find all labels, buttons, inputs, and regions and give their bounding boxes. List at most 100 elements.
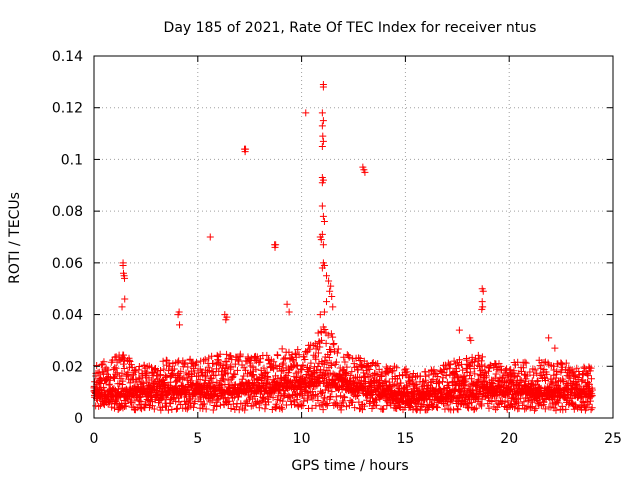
data-point: [521, 358, 529, 366]
data-point: [296, 400, 304, 408]
data-point: [562, 359, 570, 367]
data-point: [533, 377, 541, 385]
data-point: [114, 385, 122, 393]
data-point: [532, 404, 540, 412]
data-point: [323, 402, 331, 410]
data-point: [233, 366, 241, 374]
data-point: [216, 350, 224, 358]
data-point: [183, 405, 191, 413]
data-point: [503, 405, 511, 413]
data-point: [520, 398, 528, 406]
data-point: [412, 405, 420, 413]
data-point: [193, 358, 201, 366]
data-point: [318, 230, 326, 238]
data-point: [511, 404, 519, 412]
data-point: [455, 326, 463, 334]
x-tick-label: 20: [500, 431, 518, 447]
data-point: [456, 389, 464, 397]
data-point: [322, 339, 330, 347]
data-point: [468, 353, 476, 361]
data-point: [355, 388, 363, 396]
data-point: [252, 365, 260, 373]
data-point: [570, 405, 578, 413]
data-point: [235, 357, 243, 365]
data-point: [389, 367, 397, 375]
data-point: [209, 359, 217, 367]
data-point: [121, 274, 129, 282]
data-point: [489, 379, 497, 387]
data-point: [296, 379, 304, 387]
data-point: [224, 369, 232, 377]
data-point: [327, 282, 335, 290]
data-point: [380, 392, 388, 400]
data-point: [475, 387, 483, 395]
data-point: [552, 406, 560, 414]
data-point: [299, 402, 307, 410]
data-point: [425, 371, 433, 379]
data-point: [389, 381, 397, 389]
data-point: [492, 370, 500, 378]
data-point: [155, 372, 163, 380]
data-point: [263, 351, 271, 359]
data-point: [112, 370, 120, 378]
data-point: [546, 383, 554, 391]
data-point: [111, 353, 119, 361]
data-point: [403, 368, 411, 376]
data-point: [323, 272, 331, 280]
data-point: [278, 361, 286, 369]
data-point: [253, 374, 261, 382]
data-point: [562, 405, 570, 413]
data-point: [361, 402, 369, 410]
data-point: [328, 292, 336, 300]
data-point: [241, 148, 249, 156]
data-point: [149, 371, 157, 379]
data-point: [329, 303, 337, 311]
data-point: [96, 375, 104, 383]
data-point: [170, 365, 178, 373]
data-point: [323, 298, 331, 306]
data-point: [501, 378, 509, 386]
data-point: [554, 399, 562, 407]
data-point: [120, 355, 128, 363]
data-point: [466, 372, 474, 380]
data-point: [458, 360, 466, 368]
data-point: [240, 372, 248, 380]
data-point: [426, 396, 434, 404]
data-point: [442, 372, 450, 380]
data-point: [341, 358, 349, 366]
data-point: [285, 308, 293, 316]
data-point: [430, 366, 438, 374]
data-point: [247, 402, 255, 410]
data-point: [587, 375, 595, 383]
data-point: [109, 385, 117, 393]
data-point: [443, 365, 451, 373]
data-point: [245, 378, 253, 386]
data-point: [163, 373, 171, 381]
data-point: [121, 295, 129, 303]
data-point: [135, 374, 143, 382]
data-point: [513, 395, 521, 403]
data-point: [535, 383, 543, 391]
data-point: [516, 376, 524, 384]
x-tick-label: 5: [193, 431, 202, 447]
data-point: [327, 346, 335, 354]
data-point: [104, 366, 112, 374]
data-point: [231, 371, 239, 379]
data-point: [194, 380, 202, 388]
data-point: [205, 354, 213, 362]
data-point: [471, 370, 479, 378]
data-point: [342, 403, 350, 411]
x-tick-label: 15: [396, 431, 414, 447]
data-point: [515, 404, 523, 412]
data-point: [373, 401, 381, 409]
data-point: [294, 346, 302, 354]
data-point: [119, 261, 127, 269]
data-point: [319, 212, 327, 220]
data-point: [311, 353, 319, 361]
data-point: [514, 358, 522, 366]
y-tick-label: 0.04: [52, 308, 83, 324]
data-point: [472, 404, 480, 412]
data-point: [559, 406, 567, 414]
data-point: [139, 379, 147, 387]
data-point: [318, 109, 326, 117]
